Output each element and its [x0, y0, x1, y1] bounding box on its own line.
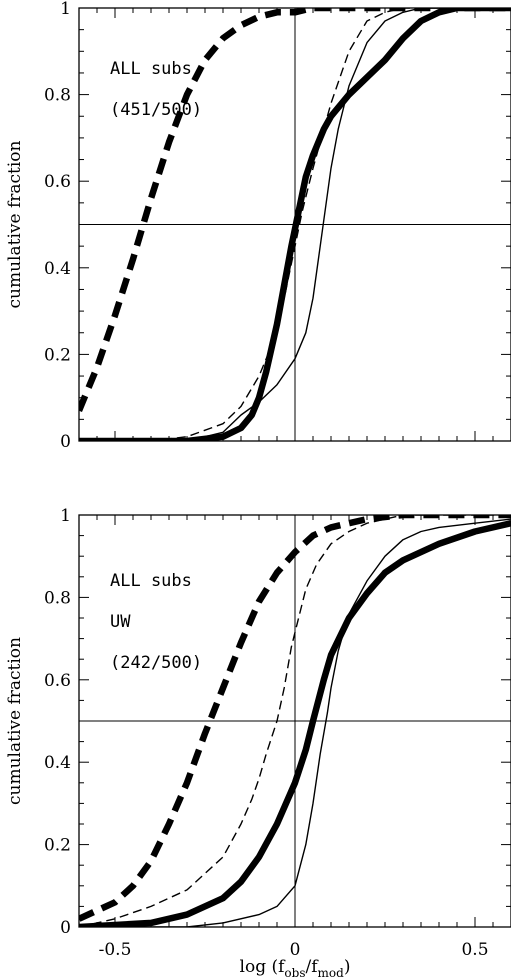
- y-axis-label: cumulative fraction: [5, 140, 25, 308]
- y-tick-label: 0.6: [44, 172, 71, 192]
- x-tick-label: 0.5: [461, 940, 488, 960]
- y-tick-label: 0.2: [44, 836, 71, 856]
- x-axis-label: log (fobs/fmod): [240, 957, 351, 977]
- series-line-thin-solid: [79, 518, 511, 927]
- y-tick-label: 1: [60, 506, 71, 526]
- series-line-thin-dashed: [79, 8, 511, 441]
- annotation-text: UW: [110, 612, 131, 632]
- y-tick-label: 1: [60, 0, 71, 19]
- y-tick-label: 0.2: [44, 345, 71, 365]
- annotation-text: ALL subs: [110, 59, 192, 79]
- x-tick-label: -0.5: [99, 940, 132, 960]
- y-tick-label: 0.4: [44, 753, 71, 773]
- annotation-text: ALL subs: [110, 571, 192, 591]
- top-panel: 0 0.2 0.4 0.6 0.8 1 cumulative fraction ALL sub…: [5, 0, 511, 452]
- y-tick-label: 0.6: [44, 671, 71, 691]
- series-line-thick-dashed: [79, 8, 511, 412]
- series-line-thick-solid: [79, 520, 511, 927]
- annotation-text: (242/500): [110, 653, 202, 673]
- series-line-thick-dashed: [79, 515, 511, 922]
- y-tick-label: 0: [60, 432, 71, 452]
- annotation-text: (451/500): [110, 100, 202, 120]
- series-line-thin-dashed: [79, 515, 511, 927]
- y-tick-label: 0.4: [44, 259, 71, 279]
- y-tick-label: 0.8: [44, 86, 71, 106]
- y-tick-label: 0.8: [44, 588, 71, 608]
- y-axis-label: cumulative fraction: [5, 637, 25, 805]
- x-tick-label: 0: [290, 940, 301, 960]
- y-tick-label: 0: [60, 918, 71, 938]
- bottom-panel: 0 0.2 0.4 0.6 0.8 1 -0.5 0 0.5 cumulative fractio…: [5, 506, 511, 977]
- series-line-thick-solid: [79, 8, 511, 441]
- series-line-thin-solid: [79, 8, 511, 441]
